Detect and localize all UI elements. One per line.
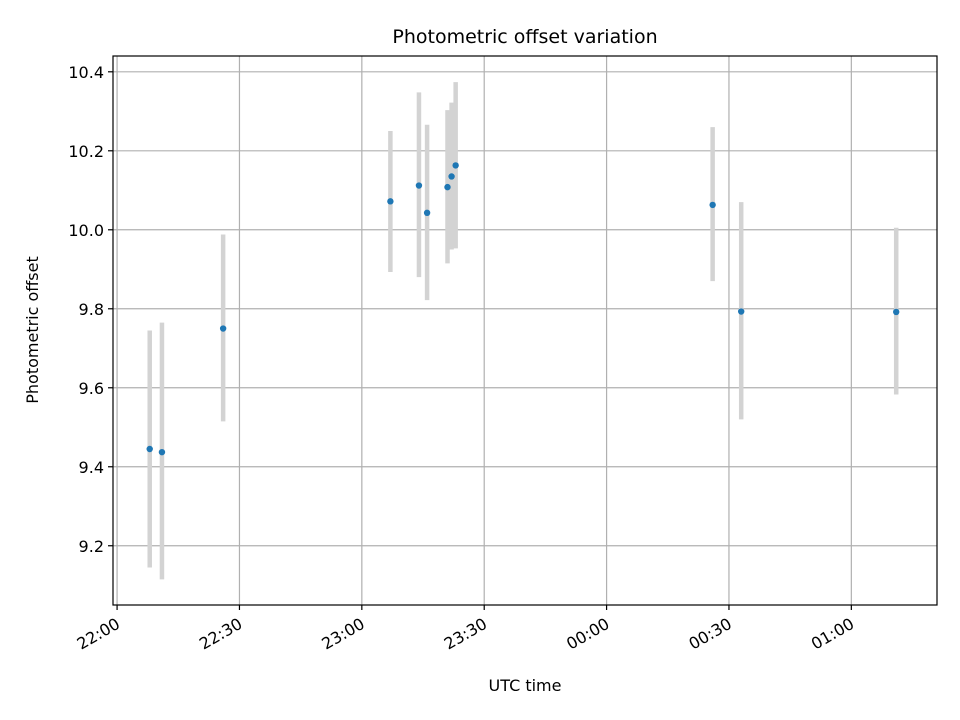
data-point	[452, 162, 459, 169]
data-point	[737, 308, 745, 315]
data-point	[893, 308, 900, 316]
data-point	[448, 173, 455, 180]
x-axis-label: UTC time	[489, 676, 562, 695]
data-points	[146, 162, 900, 456]
plot-frame	[112, 55, 938, 606]
y-tick-label: 9.8	[79, 300, 104, 319]
data-point	[387, 198, 394, 205]
y-tick-label: 10.0	[68, 221, 104, 240]
data-point	[444, 183, 451, 191]
y-tick-label: 10.4	[68, 63, 104, 82]
chart-title: Photometric offset variation	[392, 26, 657, 48]
y-tick-label: 9.2	[79, 537, 104, 556]
data-point	[158, 448, 166, 456]
grid	[113, 56, 937, 605]
y-tick-label: 9.4	[79, 458, 104, 477]
y-tick-label: 10.2	[68, 142, 104, 161]
data-point	[219, 325, 227, 332]
y-axis-ticks: 9.2 9.4 9.6 9.8 10.0 10.2 10.4	[68, 63, 113, 556]
data-point	[415, 182, 423, 189]
data-point	[423, 209, 431, 217]
data-point	[709, 201, 716, 209]
y-tick-label: 9.6	[79, 379, 104, 398]
y-axis-label: Photometric offset	[23, 256, 42, 404]
data-point	[146, 445, 153, 453]
